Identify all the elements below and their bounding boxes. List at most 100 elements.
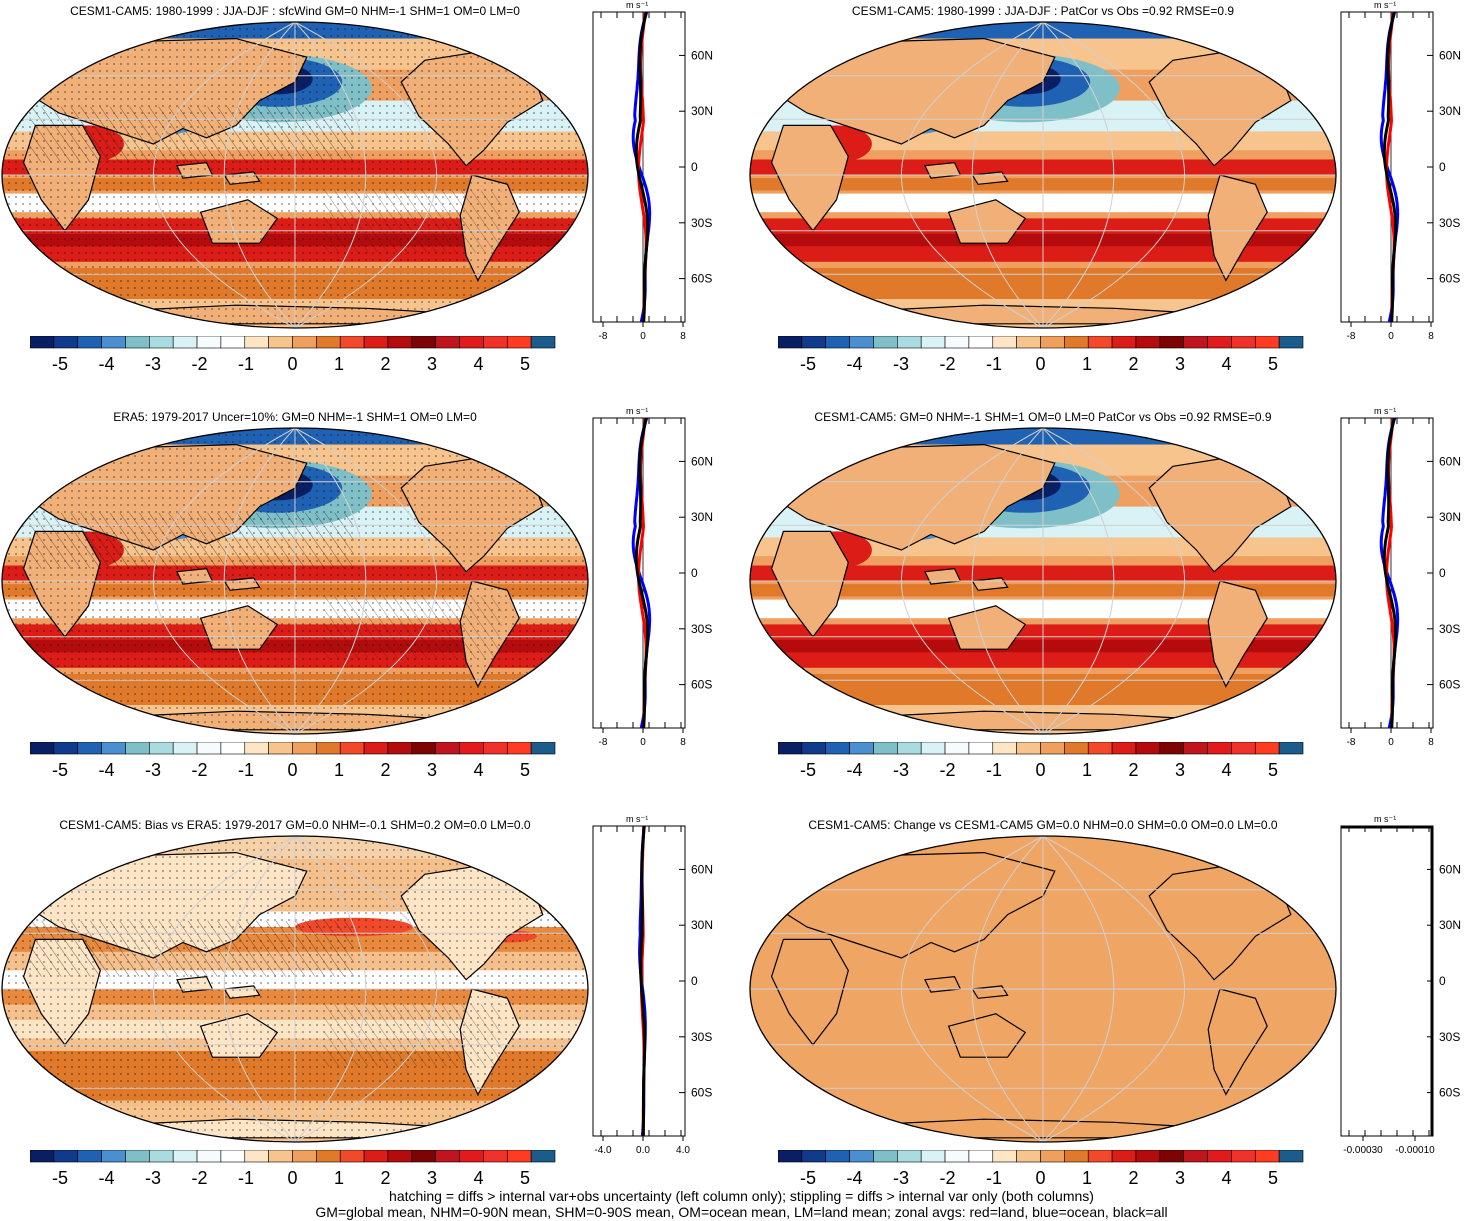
colorbar-swatch bbox=[1017, 336, 1041, 348]
colorbar-swatch bbox=[993, 1150, 1017, 1162]
zonal-x-tick: -8 bbox=[1347, 331, 1356, 340]
panel-p3: ERA5: 1979-2017 Uncer=10%: GM=0 NHM=-1 S… bbox=[0, 406, 735, 801]
zonal-x-tick: -8 bbox=[599, 331, 608, 340]
colorbar-swatch bbox=[778, 742, 802, 754]
colorbar-swatch bbox=[221, 742, 245, 754]
colorbar-swatch bbox=[483, 742, 507, 754]
zonal-average-plot: m s⁻¹60N30N030S60S-4.0 0.0 4.0 bbox=[585, 814, 730, 1154]
colorbar-swatch bbox=[340, 1150, 364, 1162]
colorbar-swatch bbox=[993, 336, 1017, 348]
zonal-unit: m s⁻¹ bbox=[1374, 406, 1396, 416]
colorbar-tick-label: 3 bbox=[427, 1168, 437, 1188]
colorbar-tick-label: -3 bbox=[145, 760, 161, 780]
colorbar-swatch bbox=[388, 1150, 412, 1162]
colorbar-tick-label: 2 bbox=[380, 354, 390, 374]
colorbar-tick-label: 4 bbox=[473, 1168, 483, 1188]
panel-title: ERA5: 1979-2017 Uncer=10%: GM=0 NHM=-1 S… bbox=[0, 410, 590, 424]
colorbar-swatch bbox=[1088, 742, 1112, 754]
colorbar-swatch bbox=[897, 336, 921, 348]
colorbar-swatch bbox=[364, 742, 388, 754]
zonal-x-tick: 8 bbox=[680, 331, 686, 340]
colorbar-tick-label: 5 bbox=[1268, 760, 1278, 780]
colorbar-swatch bbox=[269, 742, 293, 754]
colorbar-tick-label: 3 bbox=[1175, 1168, 1185, 1188]
colorbar-swatch bbox=[388, 336, 412, 348]
lat-label: 60N bbox=[691, 862, 713, 876]
colorbar-tick-label: 2 bbox=[380, 1168, 390, 1188]
colorbar-swatch bbox=[173, 1150, 197, 1162]
colorbar-swatch bbox=[1112, 742, 1136, 754]
colorbar-tick-label: -4 bbox=[846, 1168, 862, 1188]
lat-label: 30N bbox=[691, 918, 713, 932]
colorbar-swatch bbox=[897, 1150, 921, 1162]
colorbar-tick-label: -1 bbox=[238, 1168, 254, 1188]
colorbar: -5 -4 -3 -2 -1 0 1 2 3 4 5 bbox=[30, 336, 560, 376]
colorbar-tick-label: 4 bbox=[473, 760, 483, 780]
colorbar-swatch bbox=[897, 742, 921, 754]
colorbar-tick-label: 4 bbox=[473, 354, 483, 374]
colorbar-swatch bbox=[412, 1150, 436, 1162]
colorbar-tick-label: 5 bbox=[1268, 1168, 1278, 1188]
colorbar-swatch bbox=[269, 336, 293, 348]
colorbar-swatch bbox=[850, 1150, 874, 1162]
colorbar-swatch bbox=[1279, 1150, 1303, 1162]
lat-label: 30S bbox=[1439, 216, 1460, 230]
colorbar-tick-label: -2 bbox=[939, 354, 955, 374]
colorbar-swatch bbox=[316, 336, 340, 348]
colorbar-swatch bbox=[1160, 742, 1184, 754]
colorbar-tick-label: -3 bbox=[893, 760, 909, 780]
lat-label: 30N bbox=[1439, 918, 1461, 932]
colorbar-swatch bbox=[460, 1150, 484, 1162]
colorbar-swatch bbox=[1184, 742, 1208, 754]
zonal-unit: m s⁻¹ bbox=[1374, 814, 1396, 824]
colorbar-tick-label: -1 bbox=[238, 354, 254, 374]
colorbar-swatch bbox=[945, 742, 969, 754]
colorbar-swatch bbox=[993, 742, 1017, 754]
lat-label: 30N bbox=[691, 510, 713, 524]
colorbar-swatch bbox=[1064, 1150, 1088, 1162]
colorbar-tick-label: -4 bbox=[846, 760, 862, 780]
colorbar-swatch bbox=[1279, 742, 1303, 754]
colorbar-swatch bbox=[778, 1150, 802, 1162]
colorbar-swatch bbox=[507, 1150, 531, 1162]
colorbar-tick-label: 1 bbox=[1082, 1168, 1092, 1188]
colorbar: -5 -4 -3 -2 -1 0 1 2 3 4 5 bbox=[30, 1150, 560, 1190]
colorbar-swatch bbox=[507, 742, 531, 754]
zonal-unit: m s⁻¹ bbox=[626, 406, 648, 416]
colorbar-swatch bbox=[78, 336, 102, 348]
lat-label: 30S bbox=[1439, 1030, 1460, 1044]
colorbar-swatch bbox=[531, 336, 555, 348]
colorbar-swatch bbox=[412, 742, 436, 754]
colorbar-swatch bbox=[102, 742, 126, 754]
colorbar-tick-label: 0 bbox=[1035, 354, 1045, 374]
colorbar-tick-label: 0 bbox=[287, 760, 297, 780]
colorbar-tick-label: -1 bbox=[238, 760, 254, 780]
zonal-x-tick: -4.0 bbox=[594, 1145, 612, 1154]
colorbar-tick-label: -1 bbox=[986, 760, 1002, 780]
colorbar-tick-label: 1 bbox=[1082, 760, 1092, 780]
colorbar-swatch bbox=[1160, 1150, 1184, 1162]
panel-title: CESM1-CAM5: GM=0 NHM=-1 SHM=1 OM=0 LM=0 … bbox=[748, 410, 1338, 424]
world-map bbox=[0, 426, 590, 736]
colorbar-swatch bbox=[173, 742, 197, 754]
lat-label: 30N bbox=[1439, 510, 1461, 524]
colorbar-swatch bbox=[30, 1150, 54, 1162]
lat-label: 30S bbox=[1439, 622, 1460, 636]
panel-p1: CESM1-CAM5: 1980-1999 : JJA-DJF : sfcWin… bbox=[0, 0, 735, 395]
colorbar-tick-label: -2 bbox=[939, 760, 955, 780]
colorbar-tick-label: 5 bbox=[1268, 354, 1278, 374]
colorbar-swatch bbox=[436, 336, 460, 348]
colorbar-swatch bbox=[388, 742, 412, 754]
world-map bbox=[0, 20, 590, 330]
colorbar-tick-label: -4 bbox=[98, 354, 114, 374]
colorbar-swatch bbox=[436, 1150, 460, 1162]
colorbar-tick-label: 3 bbox=[427, 760, 437, 780]
colorbar-swatch bbox=[1184, 1150, 1208, 1162]
colorbar-swatch bbox=[969, 336, 993, 348]
zonal-x-tick: -8 bbox=[1347, 737, 1356, 746]
colorbar-tick-label: 1 bbox=[334, 354, 344, 374]
colorbar-swatch bbox=[483, 336, 507, 348]
zonal-unit: m s⁻¹ bbox=[626, 0, 648, 10]
lat-label: 0 bbox=[691, 974, 698, 988]
colorbar-swatch bbox=[245, 336, 269, 348]
